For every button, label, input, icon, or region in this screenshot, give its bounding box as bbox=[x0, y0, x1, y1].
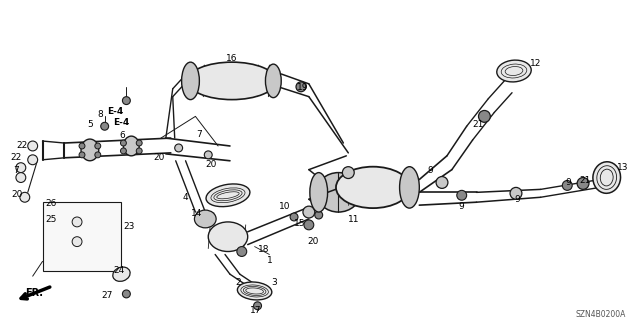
Text: 15: 15 bbox=[294, 219, 305, 228]
Text: 20: 20 bbox=[307, 237, 318, 246]
Text: 25: 25 bbox=[45, 215, 57, 224]
Text: 5: 5 bbox=[87, 120, 93, 129]
Text: 27: 27 bbox=[102, 291, 113, 300]
Text: 9: 9 bbox=[565, 178, 571, 187]
Text: 4: 4 bbox=[182, 193, 188, 202]
Circle shape bbox=[253, 302, 262, 310]
Circle shape bbox=[95, 152, 100, 158]
Text: 11: 11 bbox=[348, 215, 360, 224]
Text: 12: 12 bbox=[530, 59, 541, 68]
Circle shape bbox=[303, 206, 315, 218]
Circle shape bbox=[16, 172, 26, 182]
Circle shape bbox=[563, 180, 572, 190]
Text: 24: 24 bbox=[113, 266, 125, 275]
Circle shape bbox=[120, 140, 126, 146]
Text: 14: 14 bbox=[191, 209, 202, 218]
Ellipse shape bbox=[188, 62, 276, 100]
Ellipse shape bbox=[81, 139, 99, 161]
Text: 18: 18 bbox=[257, 244, 269, 254]
Ellipse shape bbox=[124, 136, 140, 156]
Circle shape bbox=[136, 140, 142, 146]
Text: 16: 16 bbox=[226, 54, 237, 63]
Ellipse shape bbox=[497, 60, 531, 82]
Circle shape bbox=[290, 213, 298, 221]
Circle shape bbox=[577, 178, 589, 189]
Circle shape bbox=[342, 167, 354, 179]
Circle shape bbox=[72, 237, 82, 247]
Text: 21: 21 bbox=[579, 176, 591, 185]
Ellipse shape bbox=[182, 62, 200, 100]
Ellipse shape bbox=[266, 64, 281, 98]
Ellipse shape bbox=[593, 162, 621, 193]
Text: 20: 20 bbox=[11, 190, 22, 199]
Text: 8: 8 bbox=[98, 110, 104, 119]
Text: 2: 2 bbox=[235, 278, 241, 287]
Circle shape bbox=[457, 190, 467, 200]
Circle shape bbox=[122, 97, 131, 105]
Circle shape bbox=[175, 144, 182, 152]
Circle shape bbox=[304, 220, 314, 230]
Circle shape bbox=[204, 151, 212, 159]
Ellipse shape bbox=[336, 167, 410, 208]
Ellipse shape bbox=[195, 210, 216, 228]
Circle shape bbox=[20, 192, 29, 202]
Text: 17: 17 bbox=[250, 306, 261, 315]
Ellipse shape bbox=[310, 172, 328, 212]
Text: 20: 20 bbox=[205, 160, 217, 169]
Text: 21: 21 bbox=[472, 120, 484, 129]
Text: E-4: E-4 bbox=[113, 118, 130, 127]
Ellipse shape bbox=[208, 222, 248, 252]
Text: 22: 22 bbox=[10, 153, 21, 162]
Text: 3: 3 bbox=[271, 278, 277, 287]
Ellipse shape bbox=[237, 282, 272, 300]
Circle shape bbox=[296, 82, 306, 92]
Circle shape bbox=[100, 122, 109, 130]
Circle shape bbox=[79, 143, 85, 149]
Ellipse shape bbox=[399, 167, 419, 208]
Text: FR.: FR. bbox=[25, 288, 43, 298]
Text: 19: 19 bbox=[297, 83, 308, 92]
Text: E-4: E-4 bbox=[107, 107, 123, 116]
Circle shape bbox=[95, 143, 100, 149]
Circle shape bbox=[315, 211, 323, 219]
Circle shape bbox=[16, 163, 26, 172]
Text: 7: 7 bbox=[196, 130, 202, 139]
Bar bbox=[42, 202, 122, 271]
Circle shape bbox=[510, 188, 522, 199]
Ellipse shape bbox=[206, 184, 250, 207]
Circle shape bbox=[28, 155, 38, 165]
Text: 9: 9 bbox=[428, 166, 433, 175]
Text: 26: 26 bbox=[45, 199, 57, 208]
Text: SZN4B0200A: SZN4B0200A bbox=[575, 310, 625, 319]
Circle shape bbox=[136, 148, 142, 154]
Circle shape bbox=[120, 148, 126, 154]
Text: 1: 1 bbox=[268, 256, 273, 266]
Text: 22: 22 bbox=[16, 141, 27, 150]
Ellipse shape bbox=[316, 172, 360, 212]
Circle shape bbox=[479, 110, 490, 122]
Text: 9: 9 bbox=[459, 202, 465, 211]
Circle shape bbox=[237, 247, 246, 256]
Circle shape bbox=[28, 141, 38, 151]
Circle shape bbox=[436, 177, 448, 188]
Text: 9: 9 bbox=[514, 195, 520, 204]
Circle shape bbox=[72, 217, 82, 227]
Ellipse shape bbox=[113, 267, 130, 281]
Text: 7: 7 bbox=[13, 166, 19, 175]
Text: 20: 20 bbox=[153, 153, 164, 162]
Text: 13: 13 bbox=[616, 163, 628, 172]
Text: 6: 6 bbox=[120, 131, 125, 140]
Text: 10: 10 bbox=[279, 202, 291, 211]
Circle shape bbox=[79, 152, 85, 158]
Circle shape bbox=[122, 290, 131, 298]
Text: 23: 23 bbox=[124, 222, 135, 231]
